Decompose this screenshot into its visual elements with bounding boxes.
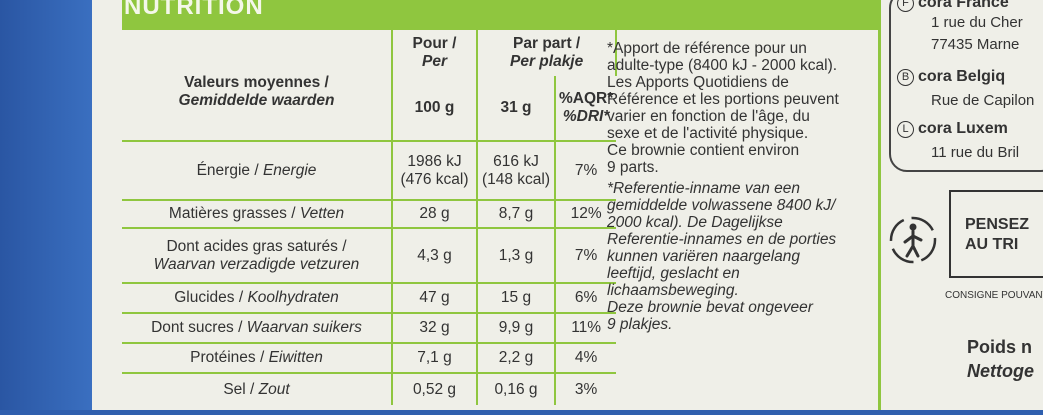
header-part-qty: 31 g — [476, 76, 556, 142]
consigne-text: CONSIGNE POUVANT — [945, 290, 1043, 301]
nutrition-header-bar — [122, 0, 881, 30]
nutrition-panel: NUTRITION Valeurs moyennes / Gemiddelde … — [92, 0, 881, 410]
header-part-nl: Per plakje — [510, 53, 584, 70]
header-valeurs-fr: Valeurs moyennes / — [184, 74, 329, 91]
package-edge — [0, 0, 92, 415]
address-box — [889, 0, 1043, 172]
reference-notes: *Apport de référence pour un adulte-type… — [607, 40, 839, 333]
header-part: Par part / Per plakje — [475, 30, 618, 76]
header-pour: Pour / Per — [391, 30, 478, 76]
table-row: Protéines / Eiwitten 7,1 g 2,2 g 4% — [122, 342, 617, 374]
table-row: Glucides / Koolhydraten 47 g 15 g 6% — [122, 282, 617, 314]
header-valeurs: Valeurs moyennes / Gemiddelde waarden — [122, 30, 393, 142]
table-row: Sel / Zout 0,52 g 0,16 g 3% — [122, 372, 617, 405]
tri-box — [949, 190, 1043, 278]
header-pour-nl: Per — [422, 53, 447, 70]
table-row: Dont sucres / Waarvan suikers 32 g 9,9 g… — [122, 312, 617, 344]
header-aqr-nl: %DRI* — [562, 108, 610, 125]
header-aqr: %AQR* %DRI* — [553, 76, 617, 142]
table-row: Dont acides gras saturés / Waarvan verzad… — [122, 227, 617, 284]
header-part-fr: Par part / — [513, 35, 581, 52]
header-pour-fr: Pour / — [412, 35, 457, 52]
header-aqr-fr: %AQR* — [559, 90, 614, 107]
header-valeurs-nl: Gemiddelde waarden — [178, 92, 335, 109]
package-bottom-edge — [0, 410, 1043, 415]
triman-recycle-icon — [889, 216, 937, 264]
table-row: Énergie / Energie 1986 kJ (476 kcal) 616 … — [122, 140, 617, 201]
header-pour-qty: 100 g — [391, 76, 478, 142]
tri-label: PENSEZ AU TRI — [965, 216, 1030, 253]
nutrition-table: Valeurs moyennes / Gemiddelde waarden Po… — [122, 30, 618, 405]
table-row: Matières grasses / Vetten 28 g 8,7 g 12% — [122, 199, 617, 229]
poids-net: Poids n Nettoge — [967, 337, 1034, 381]
nutrition-title: NUTRITION — [124, 0, 264, 20]
